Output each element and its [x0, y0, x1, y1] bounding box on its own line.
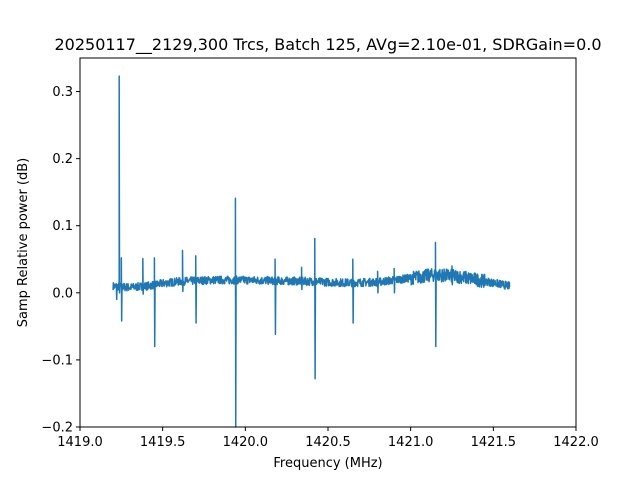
y-tick-label: −0.1	[41, 353, 73, 368]
y-tick-label: 0.3	[52, 85, 73, 100]
x-tick-label: 1422.0	[553, 435, 599, 450]
y-tick-label: 0.0	[52, 286, 73, 301]
x-tick-label: 1420.0	[223, 435, 269, 450]
chart-title: 20250117__2129,300 Trcs, Batch 125, AVg=…	[54, 35, 601, 55]
y-tick-label: −0.2	[41, 421, 73, 436]
series-line	[112, 75, 511, 428]
y-tick-label: 0.2	[52, 152, 73, 167]
plot-area	[112, 75, 511, 428]
y-axis: −0.2 −0.1 0.0 0.1 0.2 0.3	[41, 85, 80, 436]
y-axis-label: Samp Relative power (dB)	[16, 158, 31, 327]
y-tick-label: 0.1	[52, 219, 73, 234]
x-tick-label: 1421.0	[388, 435, 434, 450]
x-axis: 1419.0 1419.5 1420.0 1420.5 1421.0 1421.5 1422…	[57, 427, 599, 450]
x-tick-label: 1419.5	[140, 435, 186, 450]
x-tick-label: 1419.0	[57, 435, 103, 450]
x-tick-label: 1420.5	[305, 435, 351, 450]
x-tick-label: 1421.5	[471, 435, 517, 450]
plot-frame	[79, 57, 577, 428]
x-axis-label: Frequency (MHz)	[273, 456, 382, 471]
